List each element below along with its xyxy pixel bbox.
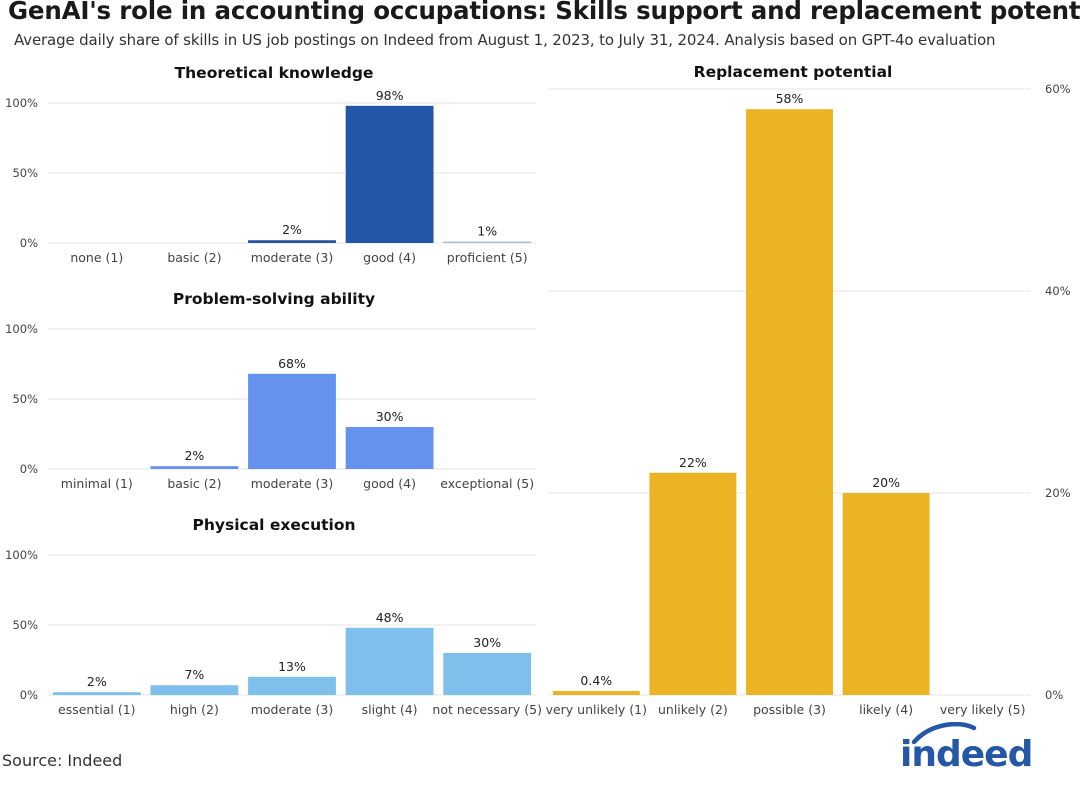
x-tick-label: none (1)	[70, 250, 123, 265]
x-tick-label: exceptional (5)	[440, 476, 534, 491]
data-label: 0.4%	[580, 673, 612, 688]
bar	[248, 373, 336, 469]
panel-title: Theoretical knowledge	[175, 64, 374, 82]
bar	[52, 692, 141, 695]
bar	[746, 109, 833, 695]
bar	[248, 676, 336, 695]
y-tick-label: 0%	[20, 462, 38, 476]
data-label: 2%	[184, 448, 204, 463]
indeed-logo: indeed	[900, 722, 1033, 772]
x-tick-label: proficient (5)	[447, 250, 528, 265]
y-tick-label: 60%	[1045, 82, 1071, 96]
source-note: Source: Indeed	[2, 751, 123, 770]
x-tick-label: good (4)	[363, 476, 416, 491]
data-label: 22%	[679, 455, 707, 470]
y-tick-label: 100%	[5, 96, 38, 110]
y-tick-label: 0%	[20, 688, 38, 702]
data-label: 2%	[87, 674, 107, 689]
data-label: 68%	[278, 356, 306, 371]
x-tick-label: high (2)	[170, 702, 219, 717]
y-tick-label: 20%	[1045, 486, 1071, 500]
x-tick-label: moderate (3)	[251, 476, 334, 491]
x-tick-label: moderate (3)	[251, 250, 334, 265]
bar	[150, 466, 239, 469]
y-tick-label: 0%	[20, 236, 38, 250]
data-label: 1%	[477, 224, 497, 239]
data-label: 98%	[376, 88, 404, 103]
x-tick-label: good (4)	[363, 250, 416, 265]
x-tick-label: not necessary (5)	[432, 702, 542, 717]
x-tick-label: slight (4)	[362, 702, 418, 717]
bar	[345, 427, 434, 469]
y-tick-label: 40%	[1045, 284, 1071, 298]
bar	[345, 105, 434, 243]
x-tick-label: basic (2)	[167, 476, 221, 491]
data-label: 48%	[376, 610, 404, 625]
x-tick-label: basic (2)	[167, 250, 221, 265]
data-label: 13%	[278, 659, 306, 674]
y-tick-label: 50%	[12, 392, 38, 406]
chart-subtitle: Average daily share of skills in US job …	[14, 31, 996, 49]
x-tick-label: unlikely (2)	[658, 702, 728, 717]
panel-title: Physical execution	[192, 516, 355, 534]
y-tick-label: 50%	[12, 618, 38, 632]
y-tick-label: 0%	[1045, 688, 1063, 702]
x-tick-label: essential (1)	[58, 702, 136, 717]
x-tick-label: likely (4)	[859, 702, 913, 717]
data-label: 7%	[184, 667, 204, 682]
x-tick-label: very unlikely (1)	[546, 702, 647, 717]
x-tick-label: very likely (5)	[940, 702, 1026, 717]
bar	[345, 627, 434, 695]
y-tick-label: 100%	[5, 548, 38, 562]
x-tick-label: moderate (3)	[251, 702, 334, 717]
chart-title: GenAI's role in accounting occupations: …	[8, 0, 1080, 25]
bar	[443, 653, 532, 695]
x-tick-label: possible (3)	[753, 702, 826, 717]
data-label: 20%	[872, 475, 900, 490]
bar	[248, 240, 336, 243]
bar	[552, 690, 640, 695]
y-tick-label: 50%	[12, 166, 38, 180]
data-label: 30%	[376, 409, 404, 424]
bar	[649, 472, 737, 695]
panel-title: Problem-solving ability	[173, 290, 375, 308]
x-tick-label: minimal (1)	[61, 476, 133, 491]
bar	[443, 241, 532, 243]
bar	[842, 493, 930, 695]
data-label: 58%	[776, 91, 804, 106]
data-label: 2%	[282, 222, 302, 237]
data-label: 30%	[473, 635, 501, 650]
y-tick-label: 100%	[5, 322, 38, 336]
logo-wordmark: indeed	[900, 734, 1032, 772]
bar	[150, 685, 239, 695]
panel-title: Replacement potential	[694, 63, 893, 81]
